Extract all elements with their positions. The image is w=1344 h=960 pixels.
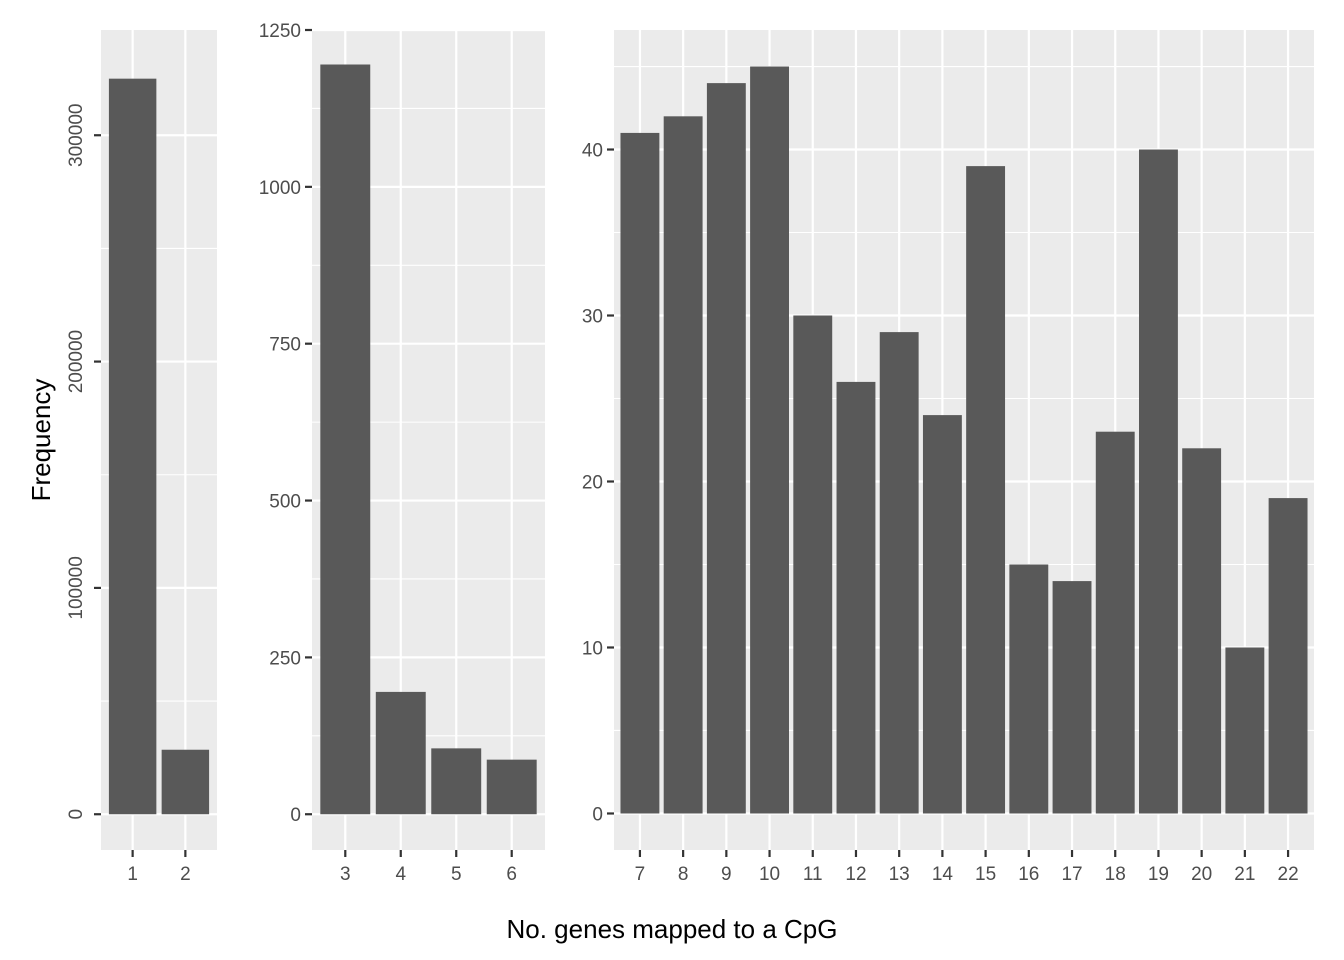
bar-6	[486, 759, 537, 815]
x-tick-label: 22	[1278, 864, 1299, 885]
y-tick-label: 10	[582, 638, 603, 659]
x-tick-label: 11	[803, 864, 823, 885]
x-tick-label: 17	[1061, 864, 1082, 885]
y-tick-label: 20	[582, 472, 603, 493]
bar-9	[706, 83, 746, 814]
y-tick-label: 0	[290, 805, 301, 826]
y-tick-label: 1250	[259, 21, 301, 42]
y-tick-label: 250	[269, 648, 301, 669]
x-tick-label: 14	[932, 864, 954, 885]
x-tick-label: 15	[975, 864, 996, 885]
bar-15	[966, 166, 1006, 814]
bar-19	[1139, 149, 1178, 814]
bar-8	[663, 116, 703, 814]
y-axis-title: Frequency	[26, 379, 56, 502]
x-tick-label: 8	[678, 864, 689, 885]
bar-5	[431, 748, 482, 815]
bar-1	[108, 78, 157, 815]
x-tick-label: 2	[180, 864, 191, 885]
x-tick-label: 3	[340, 864, 351, 885]
x-tick-label: 10	[759, 864, 780, 885]
bar-3	[320, 64, 371, 815]
y-tick-label: 100000	[66, 556, 87, 619]
x-tick-label: 5	[451, 864, 462, 885]
x-tick-label: 16	[1018, 864, 1039, 885]
panel-1: 0 100000 200000 300000 1 2	[66, 30, 217, 885]
y-tick-label: 30	[582, 307, 603, 328]
x-axis-title: No. genes mapped to a CpG	[507, 914, 838, 944]
x-tick-label: 4	[395, 864, 406, 885]
panel-3: 0 10 20 30 40 7 8 9 10 11 12 13 14 15 16 17 18 19 20 21 22	[582, 30, 1314, 885]
x-tick-label: 19	[1148, 864, 1169, 885]
y-tick-label: 0	[66, 809, 87, 820]
y-tick-label: 300000	[66, 104, 87, 167]
y-tick-label: 200000	[66, 330, 87, 393]
bar-20	[1182, 448, 1222, 814]
bar-12	[836, 381, 876, 814]
y-tick-label: 500	[269, 492, 301, 513]
bar-2	[161, 749, 210, 815]
bar-21	[1225, 647, 1265, 814]
x-tick-label: 21	[1234, 864, 1255, 885]
y-tick-label: 750	[269, 335, 301, 356]
bar-16	[1009, 564, 1049, 814]
y-tick-label: 1000	[259, 178, 301, 199]
bar-22	[1268, 498, 1308, 814]
bar-14	[922, 415, 962, 814]
bar-10	[750, 66, 789, 814]
bar-11	[793, 315, 833, 814]
y-tick-label: 0	[592, 804, 603, 825]
x-tick-label: 9	[721, 864, 732, 885]
bar-13	[879, 332, 919, 814]
x-tick-label: 1	[127, 864, 138, 885]
bar-17	[1052, 581, 1092, 814]
x-tick-label: 18	[1105, 864, 1126, 885]
panel-2: 0 250 500 750 1000 1250 3 4 5 6	[259, 21, 545, 885]
x-tick-label: 6	[506, 864, 517, 885]
x-tick-label: 7	[635, 864, 646, 885]
y-tick-label: 40	[582, 141, 603, 162]
bar-18	[1095, 431, 1135, 814]
bar-4	[375, 691, 426, 815]
x-tick-label: 12	[845, 864, 866, 885]
x-tick-label: 20	[1191, 864, 1212, 885]
bar-7	[620, 132, 660, 814]
x-tick-label: 13	[889, 864, 910, 885]
